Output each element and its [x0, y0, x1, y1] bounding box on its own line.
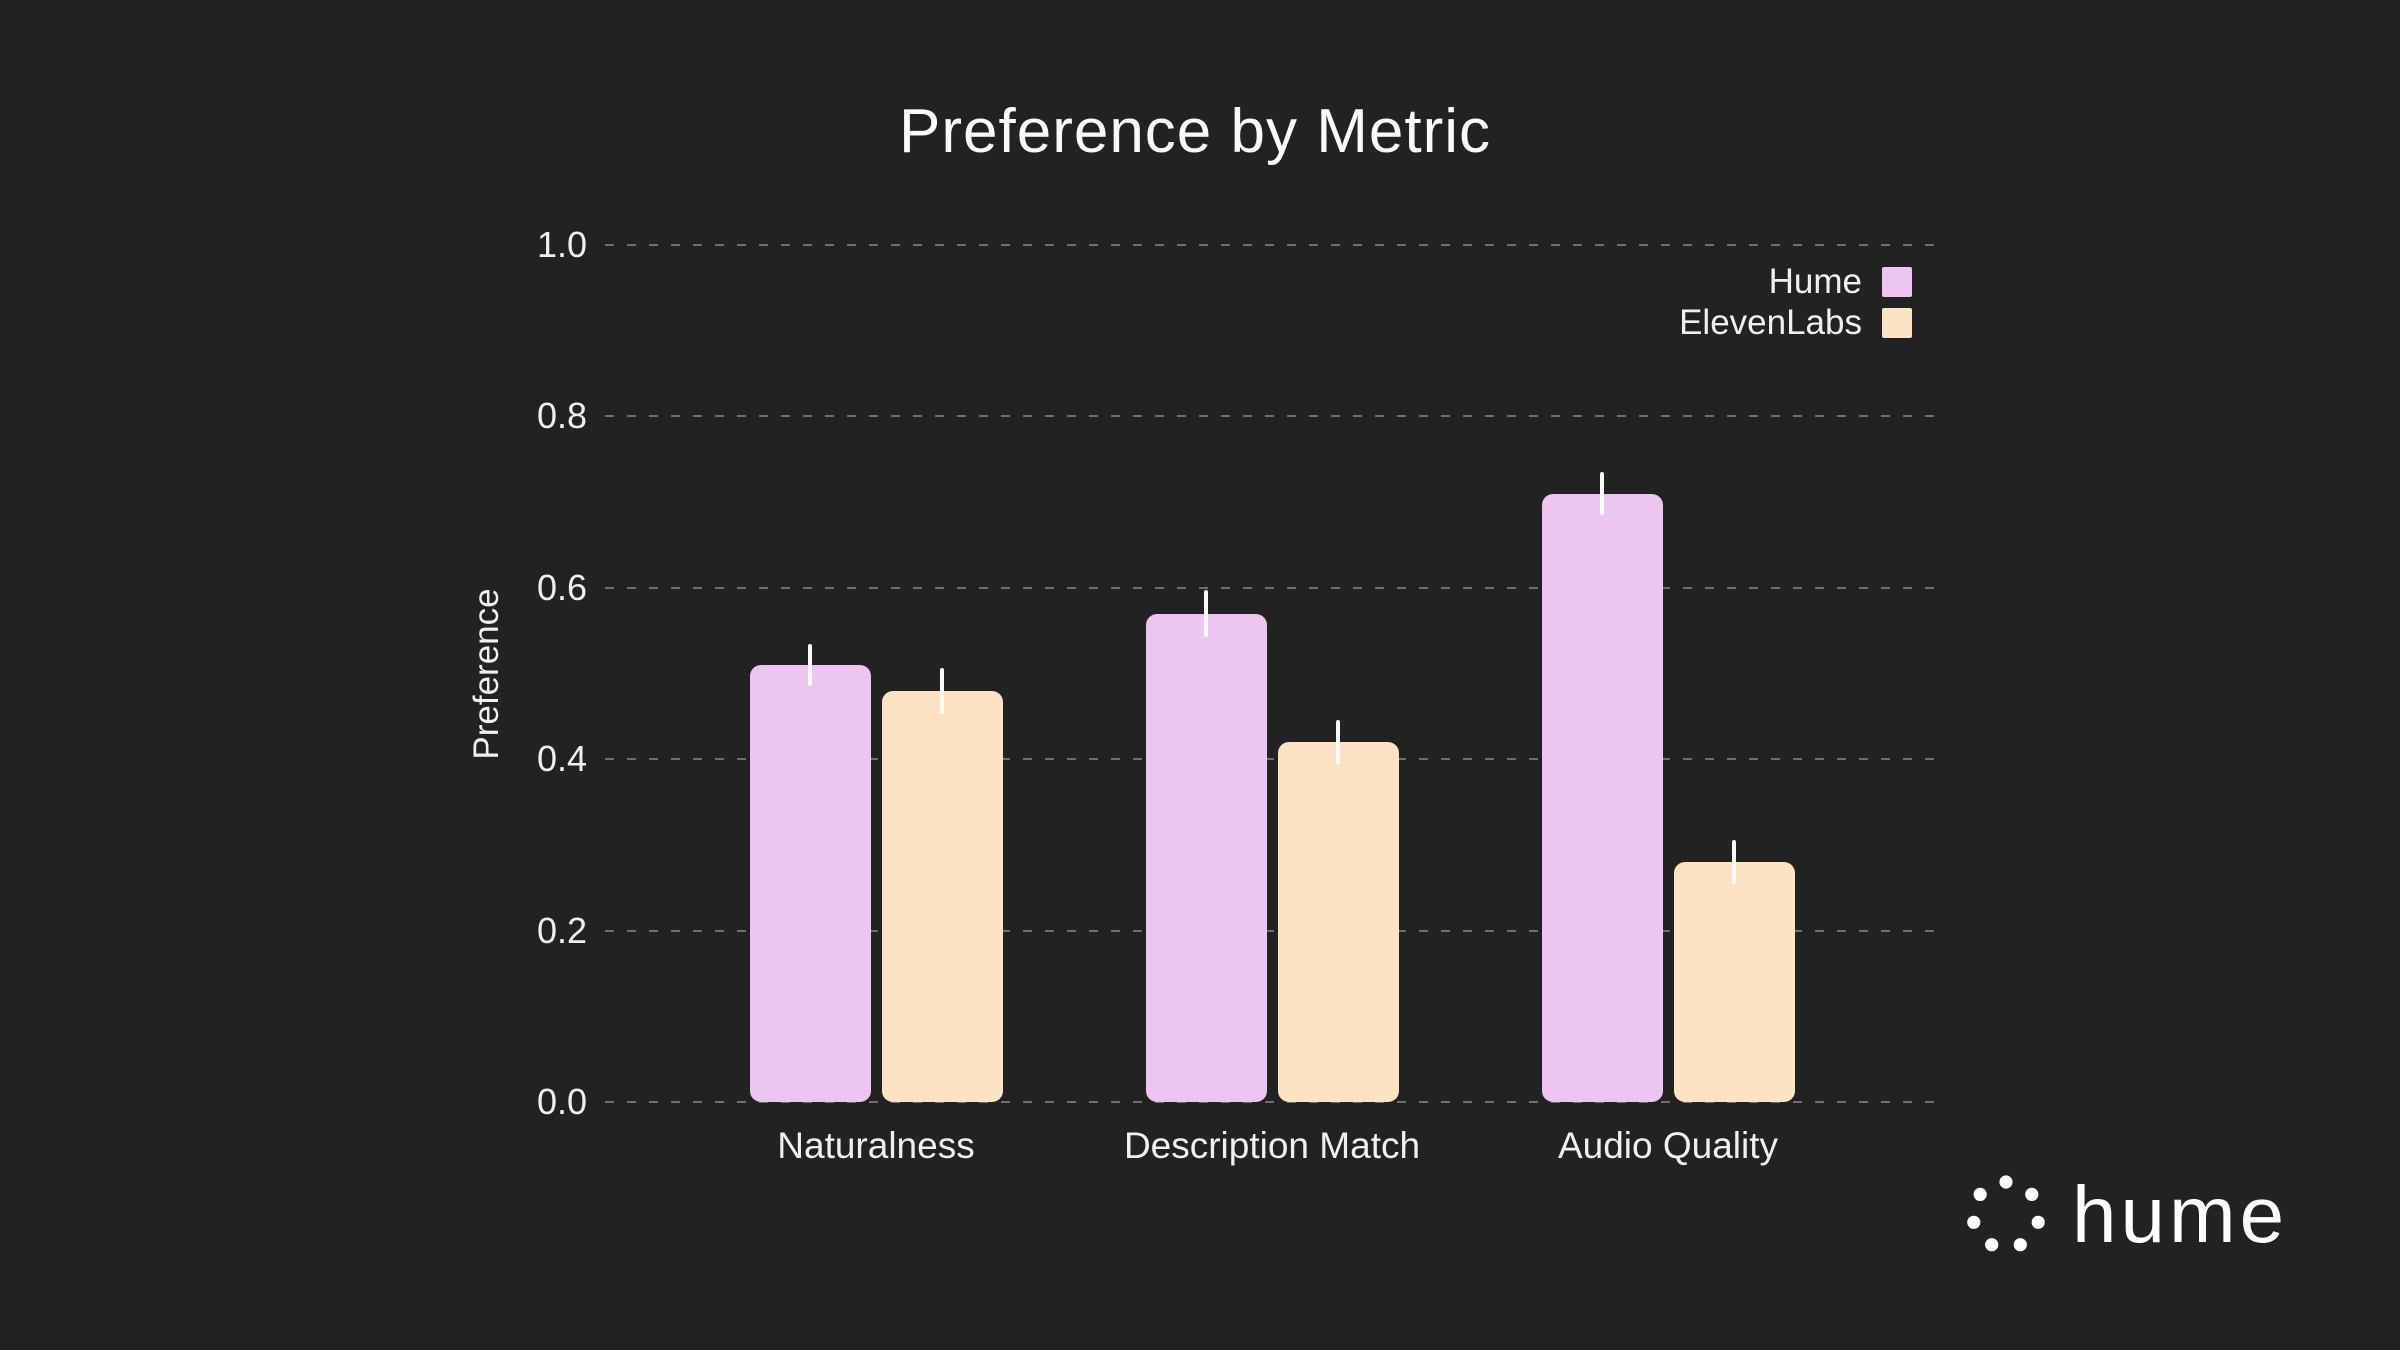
bar-elevenlabs-naturalness	[881, 690, 1003, 1102]
y-tick-label: 0.2	[536, 909, 587, 951]
hume-logo: hume	[1966, 1173, 2288, 1257]
bar-elevenlabs-audio-quality	[1673, 862, 1795, 1102]
plot-area: 0.0 0.2 0.4 0.6 0.8 1.0 Naturalness Description…	[537, 224, 1937, 1166]
bar-hume-audio-quality	[1541, 493, 1663, 1102]
legend-item-hume: Hume	[1768, 262, 1912, 301]
bar-hume-naturalness	[749, 664, 871, 1102]
error-bar-hume-audio-quality	[1600, 472, 1604, 515]
error-bar-elevenlabs-description-match	[1336, 719, 1340, 765]
gridline-0.4	[605, 758, 1937, 761]
gridline-0.0	[605, 1101, 1937, 1103]
error-bar-hume-naturalness	[808, 643, 812, 687]
legend-swatch-elevenlabs	[1882, 308, 1912, 338]
y-tick-label: 0.8	[536, 395, 587, 437]
legend-swatch-hume	[1882, 267, 1912, 297]
y-tick-label: 1.0	[536, 224, 587, 265]
legend-label: Hume	[1768, 262, 1862, 301]
bar-hume-description-match	[1145, 613, 1267, 1102]
y-tick-label: 0.4	[536, 738, 587, 780]
x-axis-label-description-match: Description Match	[1123, 1125, 1421, 1166]
error-bar-elevenlabs-audio-quality	[1732, 839, 1736, 885]
legend-item-elevenlabs: ElevenLabs	[1679, 303, 1912, 342]
x-axis-label-naturalness: Naturalness	[777, 1125, 975, 1166]
y-tick-label: 0.0	[536, 1081, 587, 1122]
error-bar-elevenlabs-naturalness	[940, 667, 944, 714]
gridline-0.6	[605, 586, 1937, 589]
chart-title: Preference by Metric	[899, 97, 1491, 166]
error-bar-hume-description-match	[1204, 590, 1208, 637]
gridline-0.8	[605, 415, 1937, 418]
bar-elevenlabs-description-match	[1277, 742, 1399, 1102]
y-tick-label: 0.6	[536, 566, 587, 608]
legend-label: ElevenLabs	[1679, 303, 1862, 342]
hume-dots-icon	[1967, 1175, 2045, 1252]
x-axis-label-audio-quality: Audio Quality	[1557, 1125, 1779, 1166]
legend: Hume ElevenLabs	[1679, 262, 1912, 342]
hume-wordmark: hume	[2072, 1170, 2289, 1259]
gridline-1.0	[605, 244, 1937, 246]
gridline-0.2	[605, 929, 1937, 932]
y-axis-title: Preference	[467, 588, 506, 760]
